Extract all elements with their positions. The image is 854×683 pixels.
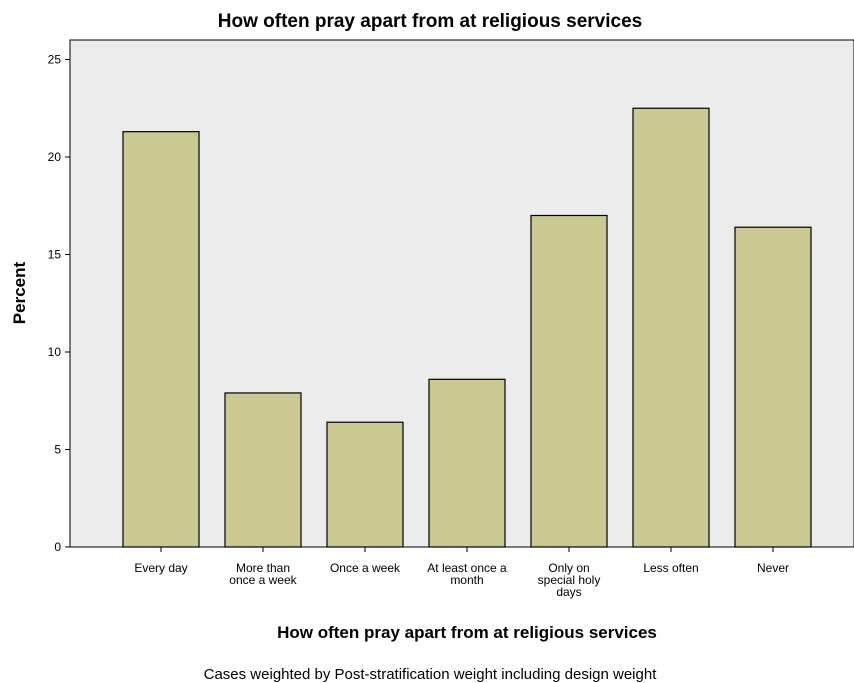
bar [632, 107, 710, 548]
x-tick-label: month [450, 573, 483, 587]
bar [428, 378, 506, 548]
x-tick-label: Only on [548, 561, 589, 575]
x-tick-label: At least once a [427, 561, 507, 575]
y-tick-label: 5 [54, 443, 61, 457]
x-tick-label: More than [236, 561, 290, 575]
bar [224, 392, 302, 548]
bar [122, 131, 200, 548]
x-tick-label: Once a week [330, 561, 401, 575]
bars [122, 107, 812, 548]
x-tick-label: once a week [229, 573, 297, 587]
x-tick-label: days [556, 585, 581, 599]
y-tick-label: 0 [54, 540, 61, 554]
bar [326, 421, 404, 548]
y-tick-label: 10 [48, 345, 62, 359]
y-tick-label: 15 [48, 248, 62, 262]
footnote: Cases weighted by Post-stratification we… [204, 666, 658, 683]
y-axis-title: Percent [10, 261, 29, 324]
x-tick-label: Less often [643, 561, 698, 575]
y-tick-label: 25 [48, 53, 62, 67]
y-tick-label: 20 [48, 150, 62, 164]
bar [734, 226, 812, 548]
x-tick-label: special holy [538, 573, 601, 587]
x-tick-label: Every day [134, 561, 187, 575]
chart-title: How often pray apart from at religious s… [218, 11, 642, 32]
x-axis-title: How often pray apart from at religious s… [277, 623, 657, 642]
y-axis: 0 5 10 15 20 25 [48, 53, 70, 554]
bar [530, 214, 608, 548]
x-tick-label: Never [757, 561, 789, 575]
